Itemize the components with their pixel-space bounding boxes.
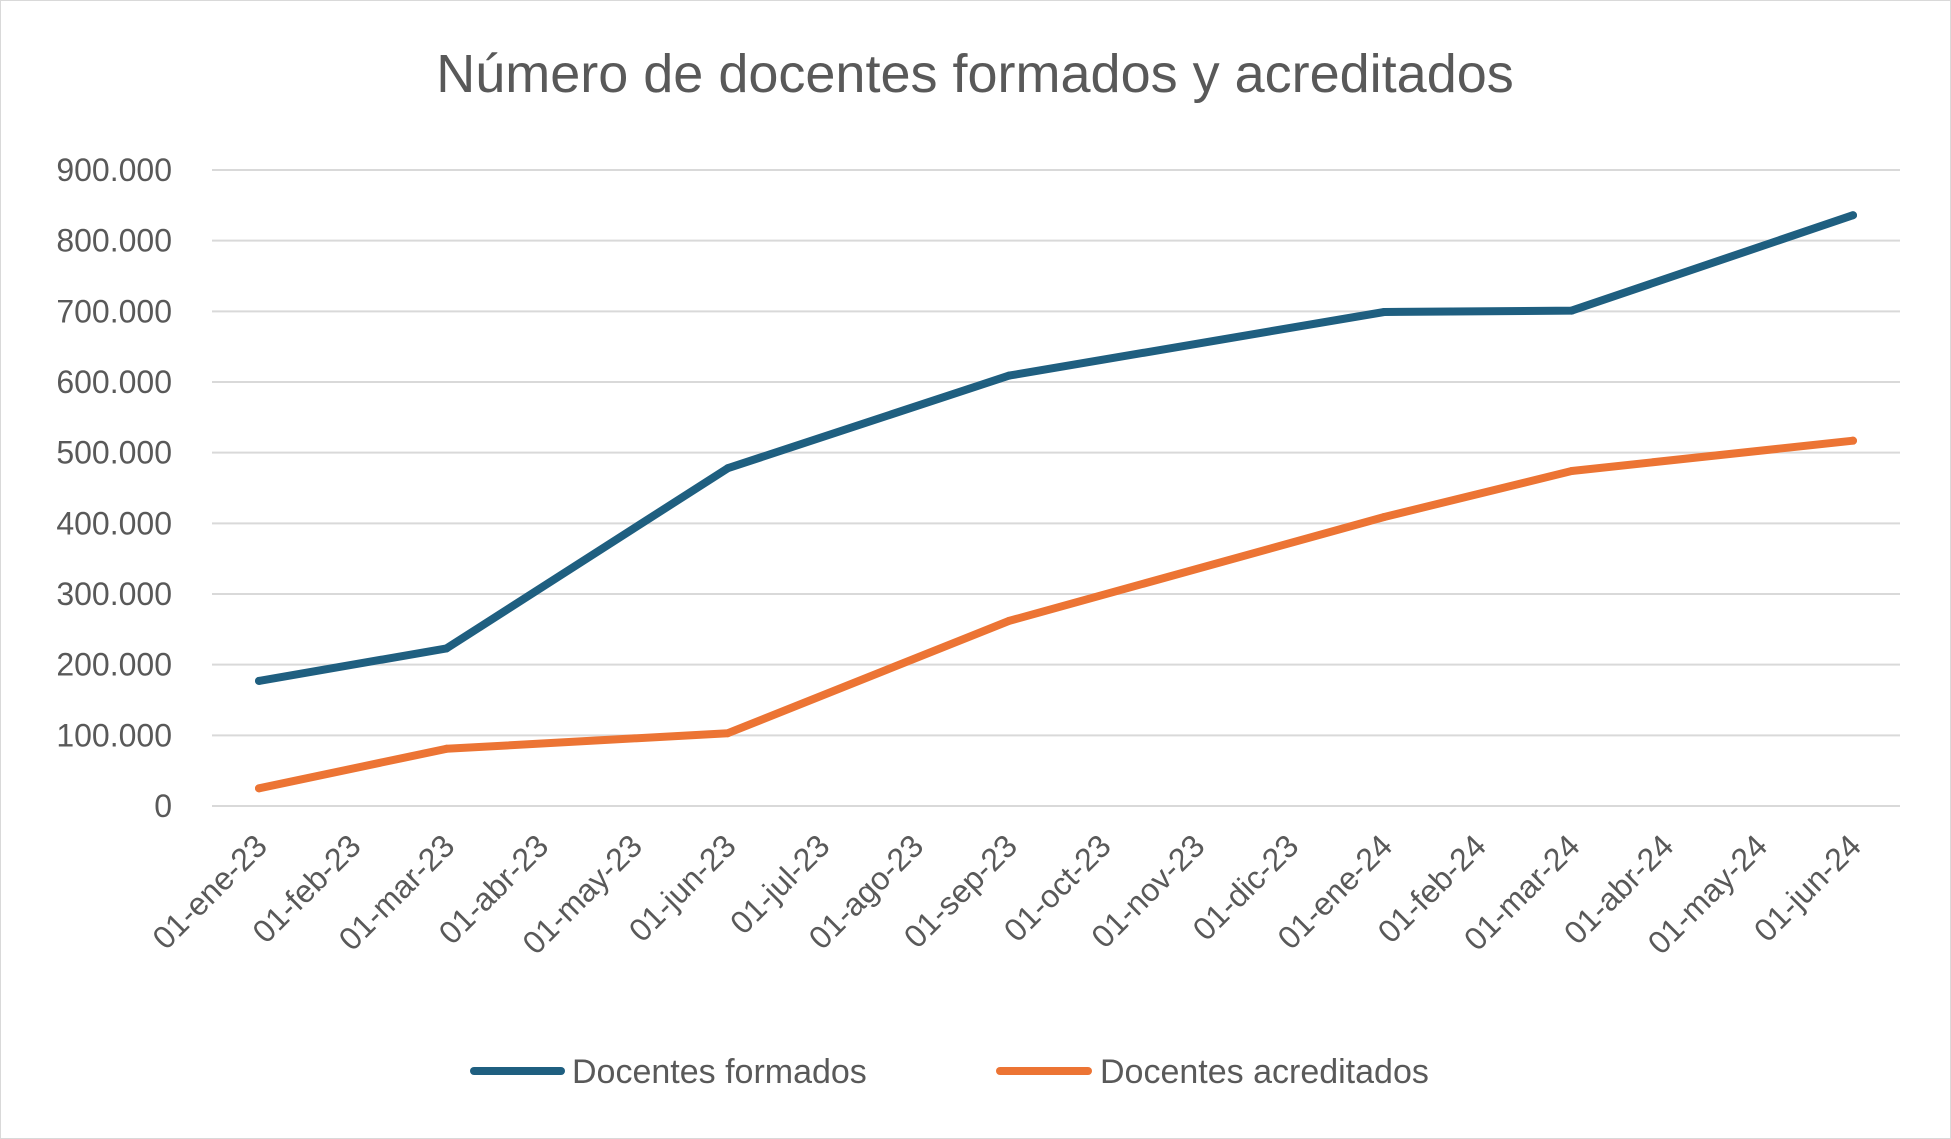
y-tick-label: 500.000 xyxy=(56,435,172,471)
y-axis-ticks: 0 100.000 200.000 300.000 400.000 500.000 600.… xyxy=(56,152,172,824)
y-tick-label: 300.000 xyxy=(56,576,172,612)
data-point xyxy=(1005,616,1014,625)
y-tick-label: 700.000 xyxy=(56,293,172,329)
x-tick-label: 01-ene-23 xyxy=(145,827,274,956)
y-tick-label: 800.000 xyxy=(56,223,172,259)
y-tick-label: 0 xyxy=(154,788,172,824)
y-tick-label: 400.000 xyxy=(56,505,172,541)
data-point xyxy=(1380,512,1389,521)
data-point xyxy=(1380,308,1389,317)
data-point xyxy=(1567,467,1576,476)
gridlines xyxy=(212,169,1900,807)
data-point xyxy=(1849,211,1857,220)
data-point xyxy=(255,676,263,685)
data-point xyxy=(1567,306,1576,315)
y-tick-label: 100.000 xyxy=(56,717,172,753)
data-point xyxy=(1005,371,1014,380)
data-point xyxy=(723,729,732,738)
data-point xyxy=(723,464,732,473)
data-point xyxy=(442,744,451,753)
y-tick-label: 600.000 xyxy=(56,364,172,400)
legend: Docentes formados Docentes acreditados xyxy=(470,1053,1429,1091)
data-point xyxy=(1849,436,1857,445)
x-axis-ticks: 01-ene-2301-feb-2301-mar-2301-abr-2301-m… xyxy=(145,827,1868,961)
chart-title: Número de docentes formados y acreditado… xyxy=(436,44,1514,104)
series-lines xyxy=(255,211,1857,793)
y-tick-label: 900.000 xyxy=(56,152,172,188)
legend-label: Docentes formados xyxy=(572,1053,867,1091)
data-point xyxy=(442,644,451,653)
y-tick-label: 200.000 xyxy=(56,647,172,683)
data-point xyxy=(255,784,263,793)
legend-label: Docentes acreditados xyxy=(1100,1053,1429,1091)
